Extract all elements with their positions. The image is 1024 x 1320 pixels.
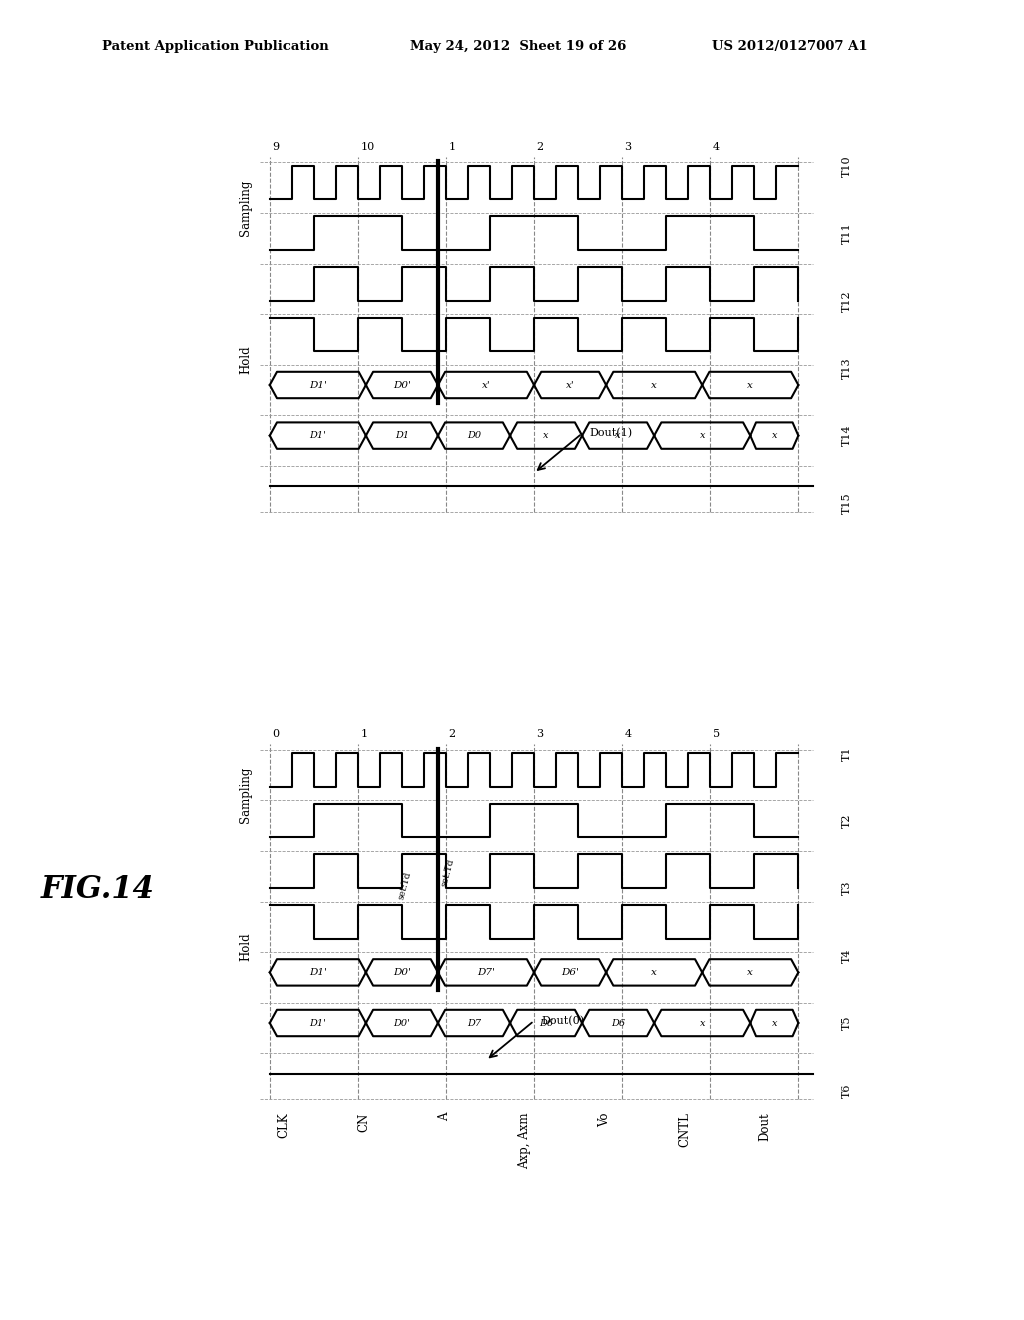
Text: Vo: Vo	[598, 1113, 611, 1127]
Text: D6: D6	[611, 1019, 626, 1027]
Text: T12: T12	[842, 290, 851, 312]
Text: T15: T15	[842, 492, 851, 513]
Text: D1': D1'	[309, 968, 327, 977]
Text: 3: 3	[625, 141, 632, 152]
Text: 2: 2	[537, 141, 544, 152]
Text: D1': D1'	[309, 432, 327, 440]
Text: x: x	[771, 1019, 777, 1027]
Text: D6: D6	[539, 1019, 553, 1027]
Text: x: x	[748, 380, 754, 389]
Text: T2: T2	[842, 813, 851, 828]
Text: x': x'	[481, 380, 490, 389]
Text: D1': D1'	[309, 380, 327, 389]
Text: T10: T10	[842, 154, 851, 177]
Text: set:Td: set:Td	[439, 858, 456, 887]
Text: x: x	[748, 968, 754, 977]
Text: T1: T1	[842, 746, 851, 760]
Text: 1: 1	[449, 141, 456, 152]
Text: CLK: CLK	[278, 1113, 291, 1138]
Text: T4: T4	[842, 948, 851, 962]
Text: x: x	[615, 432, 621, 440]
Text: Hold: Hold	[240, 933, 252, 961]
Text: T11: T11	[842, 223, 851, 244]
Text: T13: T13	[842, 358, 851, 379]
Text: CNTL: CNTL	[678, 1113, 691, 1147]
Text: CN: CN	[357, 1113, 371, 1131]
Text: x: x	[651, 968, 657, 977]
Text: 0: 0	[272, 729, 280, 739]
Text: A: A	[438, 1113, 451, 1121]
Text: D7: D7	[467, 1019, 481, 1027]
Text: 2: 2	[449, 729, 456, 739]
Text: T5: T5	[842, 1015, 851, 1030]
Text: 4: 4	[625, 729, 632, 739]
Text: FIG.14: FIG.14	[41, 874, 155, 904]
Text: D0': D0'	[393, 380, 411, 389]
Text: T14: T14	[842, 425, 851, 446]
Text: 5: 5	[713, 729, 720, 739]
Text: x: x	[771, 432, 777, 440]
Text: Axp, Axm: Axp, Axm	[518, 1113, 531, 1168]
Text: D6': D6'	[561, 968, 579, 977]
Text: 10: 10	[360, 141, 375, 152]
Text: 3: 3	[537, 729, 544, 739]
Text: Sampling: Sampling	[240, 180, 252, 236]
Text: 1: 1	[360, 729, 368, 739]
Text: Dout: Dout	[758, 1113, 771, 1140]
Text: D1: D1	[395, 432, 409, 440]
Text: x: x	[544, 432, 549, 440]
Text: D7': D7'	[477, 968, 495, 977]
Text: Dout(0): Dout(0)	[542, 1015, 585, 1026]
Text: T3: T3	[842, 880, 851, 895]
Text: set:Td: set:Td	[396, 871, 413, 900]
Text: x: x	[699, 432, 705, 440]
Text: x': x'	[565, 380, 574, 389]
Text: 9: 9	[272, 141, 280, 152]
Text: Sampling: Sampling	[240, 767, 252, 824]
Text: Dout(1): Dout(1)	[590, 428, 633, 438]
Text: Patent Application Publication: Patent Application Publication	[102, 40, 329, 53]
Text: 4: 4	[713, 141, 720, 152]
Text: x: x	[699, 1019, 705, 1027]
Text: T6: T6	[842, 1084, 851, 1097]
Text: x: x	[651, 380, 657, 389]
Text: D0': D0'	[393, 1019, 411, 1027]
Text: Hold: Hold	[240, 346, 252, 374]
Text: May 24, 2012  Sheet 19 of 26: May 24, 2012 Sheet 19 of 26	[410, 40, 626, 53]
Text: D0': D0'	[393, 968, 411, 977]
Text: D1': D1'	[309, 1019, 327, 1027]
Text: US 2012/0127007 A1: US 2012/0127007 A1	[712, 40, 867, 53]
Text: D0: D0	[467, 432, 481, 440]
